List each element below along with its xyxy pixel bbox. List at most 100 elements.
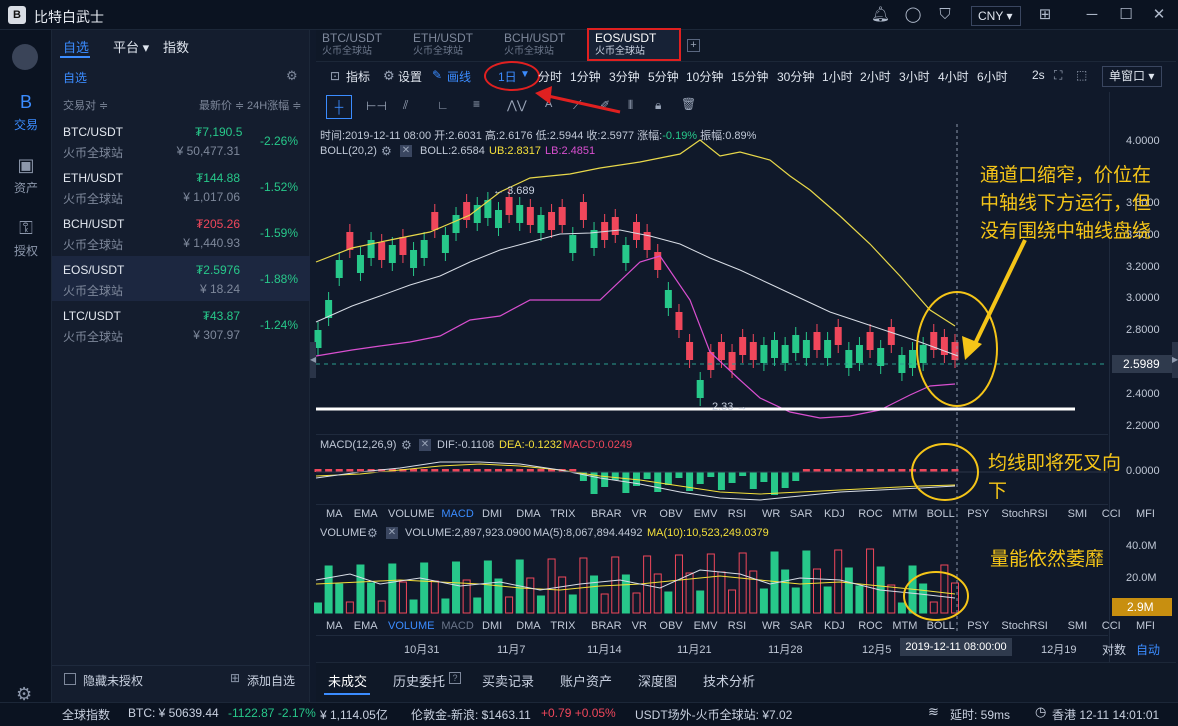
indicator-tab-volume[interactable]: VOLUME bbox=[388, 508, 435, 520]
indicator-tab-boll[interactable]: BOLL bbox=[926, 508, 955, 520]
tab-account[interactable]: 账户资产 bbox=[560, 674, 613, 689]
gear-icon[interactable]: ⚙ bbox=[286, 68, 298, 83]
window-mode-select[interactable]: 单窗口 ▾ bbox=[1102, 66, 1162, 87]
indicator-tab-smi[interactable]: SMI bbox=[1067, 620, 1088, 632]
indicator-tab-roc[interactable]: ROC bbox=[858, 508, 883, 520]
indicator-tab-brar[interactable]: BRAR bbox=[591, 508, 622, 520]
period-select[interactable]: 1日 bbox=[498, 70, 517, 84]
indicator-tab-cci[interactable]: CCI bbox=[1101, 620, 1121, 632]
indicator-tab-ema[interactable]: EMA bbox=[353, 620, 378, 632]
bell-icon[interactable]: 🔔︎ bbox=[871, 6, 891, 23]
lock-tool-icon[interactable]: 🔒︎ bbox=[655, 98, 662, 112]
watch-row-btc[interactable]: BTC/USDT ₮7,190.5 火币全球站 ¥ 50,477.31 -2.2… bbox=[52, 120, 310, 165]
indicator-tab-ema[interactable]: EMA bbox=[353, 508, 378, 520]
currency-select[interactable]: CNY ▾ bbox=[971, 6, 1021, 26]
indicator-tab-smi[interactable]: SMI bbox=[1067, 508, 1088, 520]
volume-close-icon[interactable]: ✕ bbox=[386, 527, 398, 539]
tf-4[interactable]: 10分钟 bbox=[686, 70, 724, 84]
indicator-tab-macd[interactable]: MACD bbox=[441, 620, 474, 632]
indicator-tab-emv[interactable]: EMV bbox=[693, 620, 718, 632]
add-tab-icon[interactable]: + bbox=[687, 39, 700, 52]
rail-authorize[interactable]: ⚿ 授权 bbox=[0, 218, 52, 259]
minimize-icon[interactable]: ─ bbox=[1086, 6, 1098, 23]
indicator-tab-dmi[interactable]: DMI bbox=[482, 620, 503, 632]
settings-icon[interactable]: ⚙ bbox=[383, 68, 395, 83]
settings-gear-icon[interactable]: ⚙ bbox=[16, 684, 33, 704]
tab-depth[interactable]: 深度图 bbox=[638, 674, 678, 689]
indicator-tab-trix[interactable]: TRIX bbox=[550, 620, 576, 632]
settings-button[interactable]: 设置 bbox=[398, 70, 423, 84]
pen-icon[interactable]: ✎ bbox=[432, 68, 443, 82]
rail-trade[interactable]: B 交易 bbox=[0, 92, 52, 133]
brush-tool-icon[interactable]: ✐ bbox=[600, 98, 611, 112]
indicator-tab-rsi[interactable]: RSI bbox=[727, 620, 747, 632]
tf-8[interactable]: 2小时 bbox=[860, 70, 891, 84]
volume-settings-icon[interactable]: ⚙ bbox=[367, 526, 378, 540]
tab-history[interactable]: 历史委托 bbox=[393, 674, 446, 689]
log-axis-toggle[interactable]: 对数 bbox=[1102, 643, 1127, 657]
hline-tool-icon[interactable]: ⊢⊣ bbox=[366, 99, 387, 113]
tf-0[interactable]: 分时 bbox=[538, 70, 563, 84]
indicator-tab-emv[interactable]: EMV bbox=[693, 508, 718, 520]
tab-favorites[interactable]: 自选 bbox=[63, 40, 90, 55]
indicator-tab-volume[interactable]: VOLUME bbox=[388, 620, 435, 632]
macd-close-icon[interactable]: ✕ bbox=[419, 439, 431, 451]
indicator-button[interactable]: 指标 bbox=[346, 70, 371, 84]
fullscreen-icon[interactable]: ⛶ bbox=[1054, 68, 1063, 82]
indicator-tab-vr[interactable]: VR bbox=[631, 620, 647, 632]
collapse-left-handle[interactable]: ◀ bbox=[310, 342, 316, 378]
watch-row-eth[interactable]: ETH/USDT ₮144.88 火币全球站 ¥ 1,017.06 -1.52% bbox=[52, 166, 310, 211]
indicator-tab-sar[interactable]: SAR bbox=[789, 508, 813, 520]
indicator-tab-dma[interactable]: DMA bbox=[516, 508, 541, 520]
watch-row-bch[interactable]: BCH/USDT ₮205.26 火币全球站 ¥ 1,440.93 -1.59% bbox=[52, 212, 310, 257]
hide-unauth-checkbox[interactable] bbox=[64, 673, 76, 685]
indicator-tab-mfi[interactable]: MFI bbox=[1136, 508, 1155, 520]
shirt-icon[interactable]: ⛉ bbox=[939, 6, 951, 23]
indicator-tab-roc[interactable]: ROC bbox=[858, 620, 883, 632]
indicator-tab-stochrsi[interactable]: StochRSI bbox=[1001, 508, 1048, 520]
auto-axis-toggle[interactable]: 自动 bbox=[1136, 643, 1161, 657]
indicator-tab-dma[interactable]: DMA bbox=[516, 620, 541, 632]
trash-icon[interactable]: 🗑︎ bbox=[681, 97, 697, 111]
indicator-tab-obv[interactable]: OBV bbox=[659, 508, 683, 520]
tab-analysis[interactable]: 技术分析 bbox=[703, 674, 756, 689]
tf-3[interactable]: 5分钟 bbox=[648, 70, 679, 84]
tab-trades[interactable]: 买卖记录 bbox=[482, 674, 535, 689]
close-icon[interactable]: ✕ bbox=[1152, 6, 1166, 23]
indicator-tab-vr[interactable]: VR bbox=[631, 508, 647, 520]
text-tool-icon[interactable]: A bbox=[545, 98, 553, 110]
add-fav-button[interactable]: 添加自选 bbox=[247, 674, 296, 688]
crosshair-tool-icon[interactable]: ┼ bbox=[326, 95, 352, 119]
indicator-tab-mtm[interactable]: MTM bbox=[892, 620, 918, 632]
tf-2[interactable]: 3分钟 bbox=[609, 70, 640, 84]
indicator-tab-mfi[interactable]: MFI bbox=[1136, 620, 1155, 632]
tab-open-orders[interactable]: 未成交 bbox=[328, 674, 368, 689]
tf-6[interactable]: 30分钟 bbox=[777, 70, 815, 84]
col-change[interactable]: 24H涨幅 ≑ bbox=[247, 100, 302, 112]
indicator-tab-rsi[interactable]: RSI bbox=[727, 508, 747, 520]
tab-index[interactable]: 指数 bbox=[163, 40, 190, 55]
indicator-tab-kdj[interactable]: KDJ bbox=[824, 508, 845, 520]
indicator-tab-sar[interactable]: SAR bbox=[789, 620, 813, 632]
indicator-tab-psy[interactable]: PSY bbox=[967, 508, 990, 520]
tf-10[interactable]: 4小时 bbox=[938, 70, 969, 84]
indicator-tab-wr[interactable]: WR bbox=[762, 620, 781, 632]
watch-row-ltc[interactable]: LTC/USDT ₮43.87 火币全球站 ¥ 307.97 -1.24% bbox=[52, 304, 310, 349]
indicator-tab-wr[interactable]: WR bbox=[762, 508, 781, 520]
macd-settings-icon[interactable]: ⚙ bbox=[401, 438, 412, 452]
indicator-tab-kdj[interactable]: KDJ bbox=[824, 620, 845, 632]
add-fav-icon[interactable]: ⊞ bbox=[230, 671, 241, 685]
help-icon[interactable]: ? bbox=[449, 672, 461, 684]
boll-settings-icon[interactable]: ⚙ bbox=[381, 144, 392, 158]
indicator-tab-dmi[interactable]: DMI bbox=[482, 508, 503, 520]
col-price[interactable]: 最新价 ≑ bbox=[199, 100, 245, 112]
pin-icon[interactable]: ⊞ bbox=[1038, 6, 1052, 23]
indicator-tab-boll[interactable]: BOLL bbox=[926, 620, 955, 632]
tf-7[interactable]: 1小时 bbox=[822, 70, 853, 84]
tab-eos[interactable]: EOS/USDT 火币全球站 bbox=[595, 32, 656, 62]
indicator-tab-obv[interactable]: OBV bbox=[659, 620, 683, 632]
tab-platform[interactable]: 平台 ▾ bbox=[113, 40, 150, 55]
indicator-tab-brar[interactable]: BRAR bbox=[591, 620, 622, 632]
col-pair[interactable]: 交易对 ≑ bbox=[63, 100, 109, 112]
